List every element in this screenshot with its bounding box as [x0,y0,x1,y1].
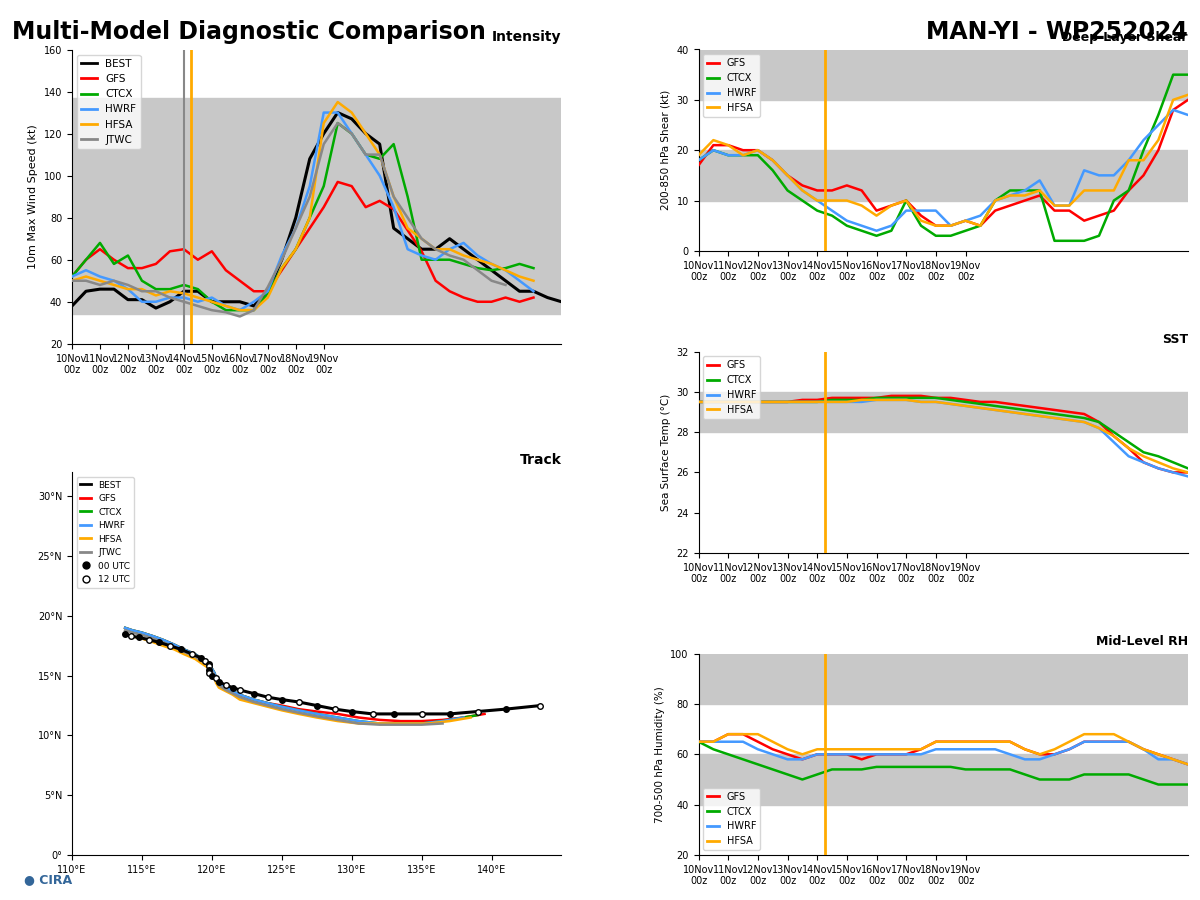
Text: Mid-Level RH: Mid-Level RH [1096,635,1188,648]
Legend: BEST, GFS, CTCX, HWRF, HFSA, JTWC, 00 UTC, 12 UTC: BEST, GFS, CTCX, HWRF, HFSA, JTWC, 00 UT… [77,477,133,588]
Bar [72,184,562,251]
Y-axis label: Sea Surface Temp (°C): Sea Surface Temp (°C) [661,393,671,511]
Bar [698,392,1188,432]
Text: Multi-Model Diagnostic Comparison: Multi-Model Diagnostic Comparison [12,20,486,44]
Y-axis label: 10m Max Wind Speed (kt): 10m Max Wind Speed (kt) [29,124,38,269]
Bar [72,251,562,314]
Text: SST: SST [1162,333,1188,346]
Legend: BEST, GFS, CTCX, HWRF, HFSA, JTWC: BEST, GFS, CTCX, HWRF, HFSA, JTWC [77,55,140,149]
Text: MAN-YI - WP252024: MAN-YI - WP252024 [926,20,1188,44]
Text: Track: Track [520,453,562,467]
Legend: GFS, CTCX, HWRF, HFSA: GFS, CTCX, HWRF, HFSA [703,788,760,850]
Text: ● CIRA: ● CIRA [24,874,72,886]
Legend: GFS, CTCX, HWRF, HFSA: GFS, CTCX, HWRF, HFSA [703,356,760,419]
Legend: GFS, CTCX, HWRF, HFSA: GFS, CTCX, HWRF, HFSA [703,54,760,117]
Bar [698,50,1188,100]
Y-axis label: 700-500 hPa Humidity (%): 700-500 hPa Humidity (%) [655,686,665,823]
Bar [698,150,1188,201]
Text: Intensity: Intensity [492,31,562,44]
Y-axis label: 200-850 hPa Shear (kt): 200-850 hPa Shear (kt) [661,90,671,211]
Bar [698,754,1188,805]
Bar [698,653,1188,704]
Text: Deep-Layer Shear: Deep-Layer Shear [1062,32,1188,44]
Bar [72,98,562,184]
